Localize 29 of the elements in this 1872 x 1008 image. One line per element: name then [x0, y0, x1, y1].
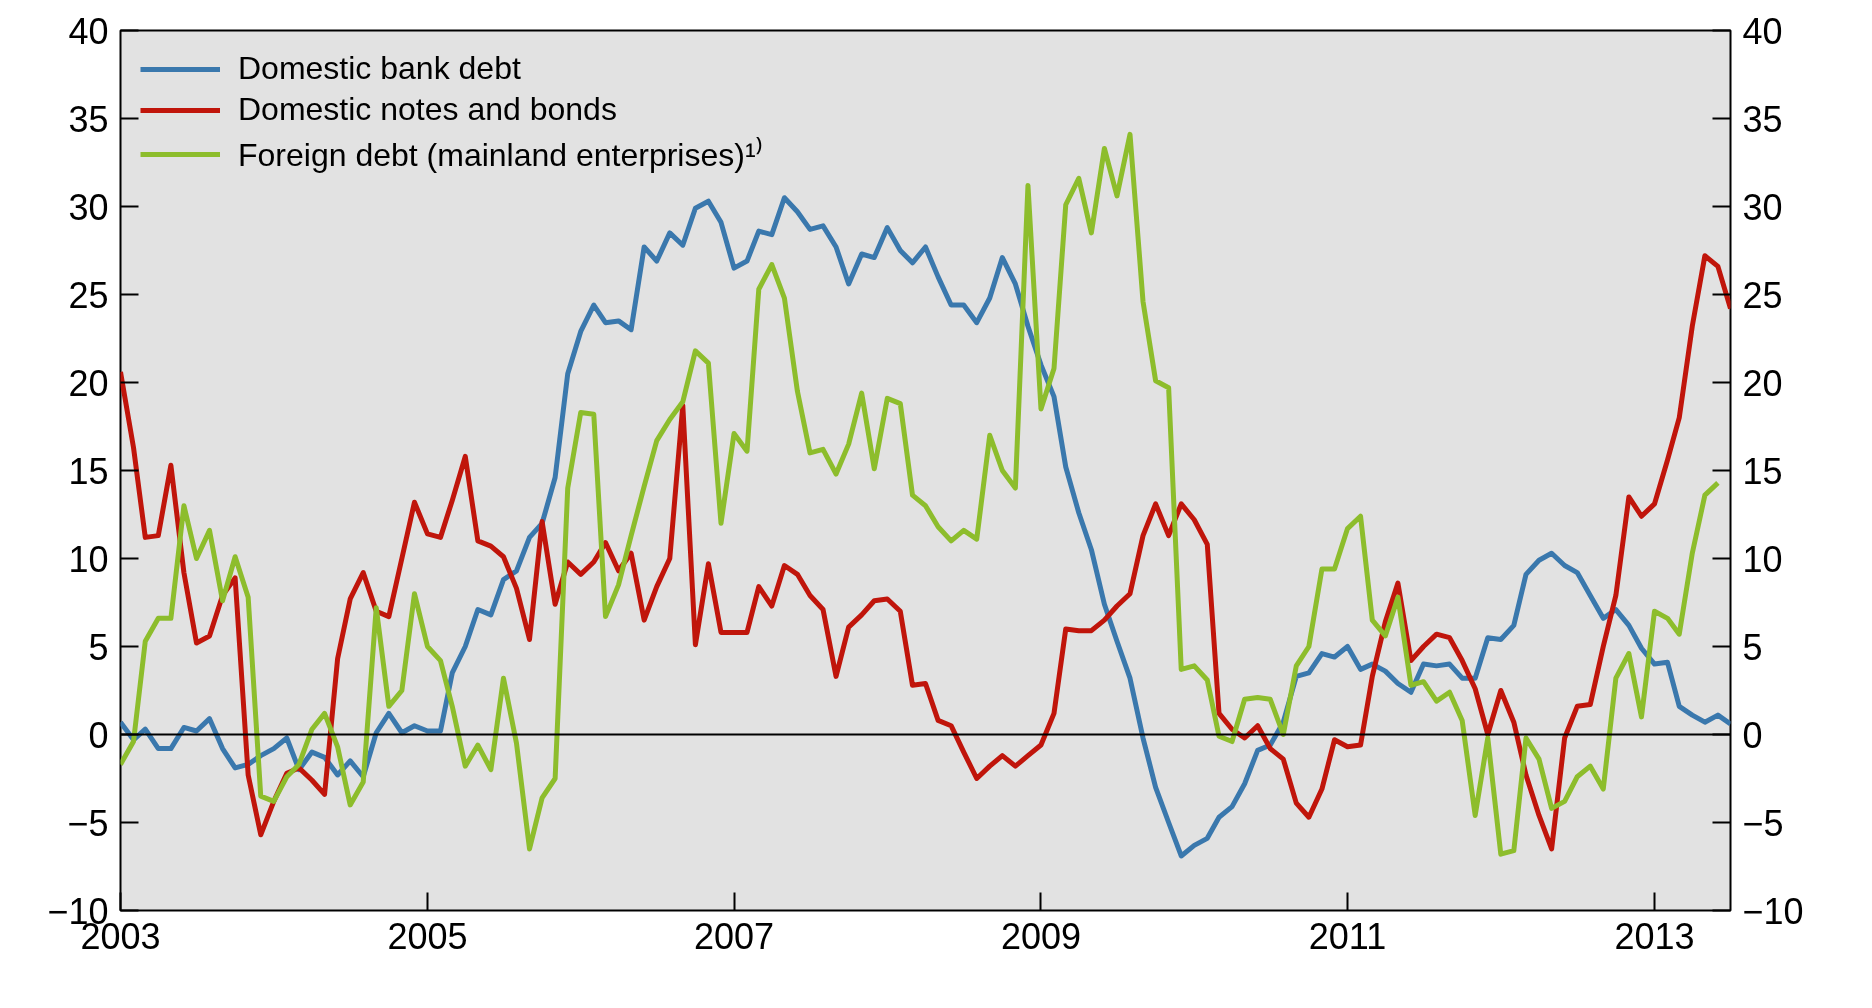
- x-tick-label: 2007: [693, 915, 775, 957]
- y-tick-label: 0: [88, 714, 109, 756]
- x-tick-label: 2009: [1000, 915, 1082, 957]
- y-tick-label: 40: [68, 10, 109, 52]
- x-tick-label: 2005: [387, 915, 468, 957]
- y-tick-label: 5: [88, 626, 109, 668]
- y-tick-label: 10: [68, 538, 109, 580]
- y2-tick-label: −10: [1742, 890, 1804, 932]
- x-tick-label: 2013: [1614, 915, 1695, 957]
- y-tick-label: 15: [68, 450, 109, 492]
- legend-label: Domestic notes and bonds: [238, 91, 617, 128]
- y2-tick-label: 10: [1742, 538, 1783, 580]
- y-tick-label: 25: [68, 274, 109, 316]
- legend-label: Foreign debt (mainland enterprises)¹⁾: [238, 136, 763, 175]
- y-tick-label: 35: [68, 98, 109, 140]
- y2-tick-label: 25: [1742, 274, 1783, 316]
- x-tick-label: 2011: [1308, 915, 1387, 957]
- legend-label: Domestic bank debt: [238, 50, 521, 87]
- y-tick-label: 30: [68, 186, 109, 228]
- y2-tick-label: −5: [1742, 802, 1784, 844]
- y2-tick-label: 0: [1742, 714, 1763, 756]
- y2-tick-label: 40: [1742, 10, 1783, 52]
- y2-tick-label: 30: [1742, 186, 1783, 228]
- y2-tick-label: 35: [1742, 98, 1783, 140]
- y2-tick-label: 20: [1742, 362, 1783, 404]
- y2-tick-label: 15: [1742, 450, 1783, 492]
- y-tick-label: 20: [68, 362, 109, 404]
- y2-tick-label: 5: [1742, 626, 1763, 668]
- y-tick-label: −5: [67, 802, 109, 844]
